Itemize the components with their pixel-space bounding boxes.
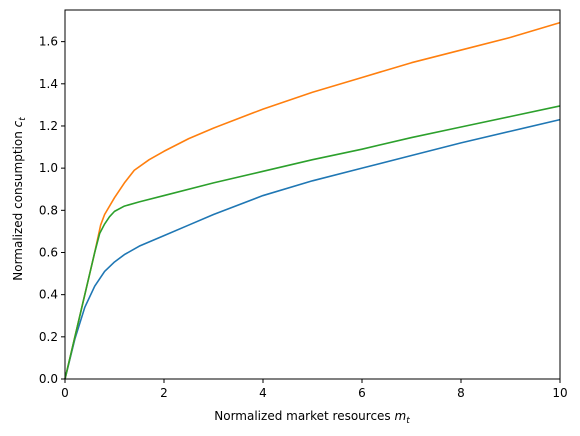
x-tick-label: 6 — [358, 386, 366, 400]
series-line-1 — [64, 118, 561, 380]
y-tick-label: 0.8 — [39, 203, 58, 217]
plot-lines — [64, 21, 561, 380]
x-tick-label: 2 — [160, 386, 168, 400]
series-line-2 — [64, 21, 561, 380]
y-tick-label: 0.4 — [39, 288, 58, 302]
y-tick-label: 0.6 — [39, 245, 58, 259]
y-tick-label: 1.2 — [39, 119, 58, 133]
series-line-3 — [64, 105, 561, 380]
y-axis-label: Normalized consumption ct — [11, 117, 28, 281]
y-tick-label: 1.0 — [39, 161, 58, 175]
y-tick-label: 0.2 — [39, 330, 58, 344]
y-tick-label: 1.6 — [39, 35, 58, 49]
x-tick-label: 4 — [259, 386, 267, 400]
x-tick-label: 0 — [61, 386, 69, 400]
plot-frame — [64, 9, 561, 380]
x-axis-ticks: 0 2 4 6 8 10 — [61, 379, 568, 400]
x-tick-label: 10 — [552, 386, 567, 400]
y-tick-label: 1.4 — [39, 77, 58, 91]
x-axis-label: Normalized market resources mt — [214, 409, 410, 426]
x-tick-label: 8 — [457, 386, 465, 400]
y-axis-ticks: 0.0 0.2 0.4 0.6 0.8 1.0 1.2 1.4 1.6 — [39, 35, 65, 386]
y-tick-label: 0.0 — [39, 372, 58, 386]
